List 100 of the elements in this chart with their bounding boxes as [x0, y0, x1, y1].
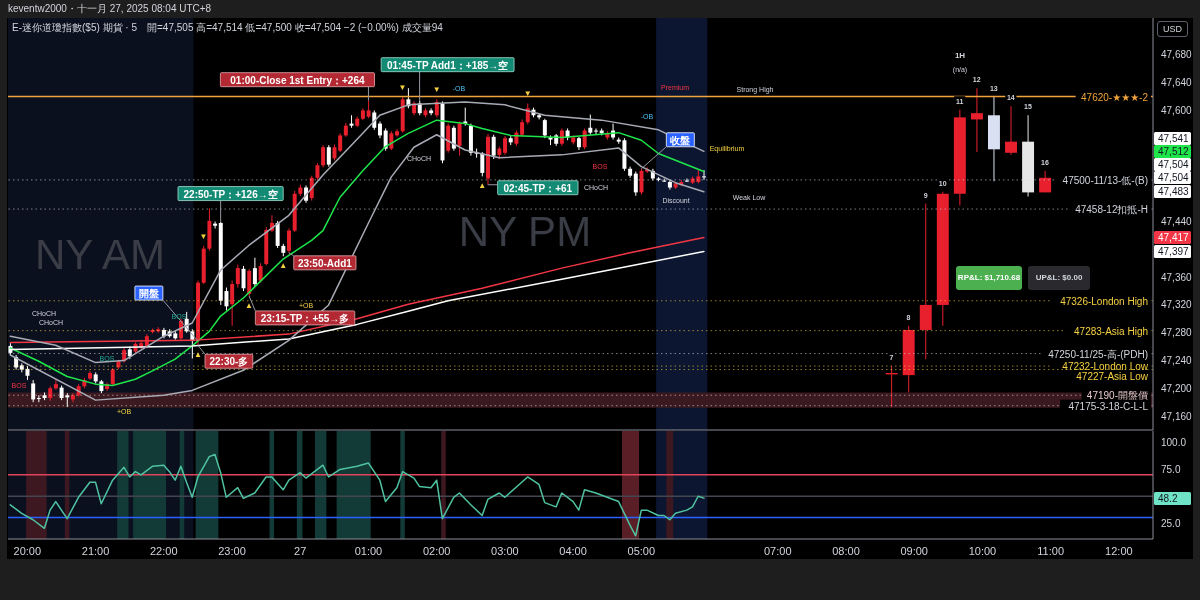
candlestick	[480, 151, 485, 177]
x-tick-label: 05:00	[627, 544, 656, 557]
ref-line-label: 47190-開盤價	[1086, 389, 1148, 401]
candlestick	[1005, 105, 1017, 156]
candlestick	[662, 177, 667, 183]
x-tick-label: 07:00	[764, 544, 792, 557]
candlestick	[429, 107, 434, 116]
candlestick	[287, 228, 291, 254]
y-tick-label: 100.0	[1161, 437, 1187, 449]
candlestick	[582, 127, 587, 150]
x-tick-label: 21:00	[81, 544, 110, 557]
candlestick	[503, 135, 508, 156]
ref-line-label: 47232-London Low	[1062, 360, 1149, 372]
annotation: ▼	[199, 231, 208, 241]
annotation: ▲	[279, 260, 288, 270]
text: 47,541	[1158, 132, 1189, 144]
ref-line-label: 47620-★★★-2	[1081, 91, 1149, 103]
y-tick-label: 47,680	[1161, 49, 1193, 61]
annotation: 01:00-Close 1st Entry：+264	[230, 74, 365, 86]
ref-line-label: 47227-Asia Low	[1076, 370, 1149, 382]
candlestick	[321, 144, 326, 168]
y-tick-label: 25.0	[1161, 517, 1181, 529]
chart-title: E-迷你道瓊指數($5) 期貨 · 5	[12, 22, 138, 33]
ref-line-label: 47283-Asia High	[1074, 325, 1148, 337]
annotation: 23:50-Add1	[297, 257, 353, 269]
annotation: 開盤	[138, 287, 159, 299]
ref-line-label: 47250-11/25-高-(PDH)	[1048, 348, 1148, 360]
text: keventw2000・十一月 27, 2025 08:04 UTC+8	[8, 3, 212, 14]
annotation: 收盤	[670, 134, 691, 146]
y-tick-label: 47,160	[1161, 410, 1193, 422]
annotation: 22:30-多	[209, 355, 249, 367]
x-tick-label: 27	[294, 544, 307, 557]
text: 47,417	[1158, 232, 1189, 244]
candlestick	[258, 262, 263, 284]
candlestick	[970, 87, 983, 153]
candlestick	[53, 379, 58, 391]
ref-line-label: 47175-3-18-C-L-L	[1068, 400, 1149, 412]
annotation: ▲	[478, 180, 487, 190]
y-tick-label: 47,200	[1161, 382, 1193, 394]
x-tick-label: 03:00	[491, 544, 519, 557]
text: USD	[1163, 24, 1183, 34]
annotation: 22:50-TP：+126→空	[183, 188, 278, 200]
annotation: 23:15-TP：+55→多	[260, 312, 350, 324]
annotation: 01:45-TP Add1：+185→空	[386, 59, 509, 71]
x-tick-label: 10:00	[968, 544, 997, 557]
candlestick	[338, 132, 343, 153]
candlestick	[395, 128, 400, 138]
line-series	[9, 453, 705, 537]
candlestick	[702, 169, 707, 181]
candlestick	[70, 392, 75, 403]
text: 47,397	[1158, 246, 1189, 258]
annotation: ▲	[193, 349, 202, 359]
candlestick	[31, 379, 36, 403]
y-tick-label: 75.0	[1161, 464, 1181, 476]
annotation: ▲	[245, 300, 254, 310]
x-tick-label: 23:00	[218, 544, 246, 557]
y-tick-label: 47,440	[1161, 216, 1193, 228]
candlestick	[252, 257, 257, 288]
text: 47,504	[1158, 171, 1189, 183]
candlestick	[213, 221, 218, 230]
annotation: 1H	[954, 50, 966, 60]
y-tick-label: 47,640	[1161, 77, 1193, 89]
y-tick-label: 47,240	[1161, 355, 1193, 367]
candlestick	[491, 134, 496, 160]
x-tick-label: 12:00	[1105, 544, 1133, 557]
text: 47,512	[1158, 145, 1189, 157]
candlestick	[457, 121, 462, 157]
candlestick	[588, 114, 593, 136]
x-tick-label: 20:00	[13, 544, 42, 557]
annotation: UP&L: $0.00	[1035, 272, 1083, 283]
chart-subtitle: 開=47,505 高=47,514 低=47,500 收=47,504 −2 (−0.00%) 成交量94	[147, 22, 443, 33]
candlestick	[451, 125, 456, 152]
text: 47,504	[1158, 158, 1189, 170]
candlestick	[639, 168, 644, 195]
candlestick	[594, 127, 598, 135]
text: 47,483	[1158, 185, 1189, 197]
y-tick-label: 47,360	[1161, 271, 1193, 283]
annotation: 02:45-TP：+61	[503, 182, 573, 194]
annotation: ▼	[523, 88, 532, 98]
y-tick-label: 47,280	[1161, 327, 1193, 339]
annotation: NY PM	[458, 208, 592, 255]
annotation: RP&L: $1,710.68	[957, 272, 1021, 283]
x-tick-label: 09:00	[900, 544, 928, 557]
text: 48.2	[1158, 492, 1178, 504]
y-tick-label: 47,320	[1161, 299, 1193, 311]
candlestick	[235, 264, 240, 289]
candlestick	[684, 177, 689, 183]
candlestick	[633, 171, 638, 197]
annotation: ▼	[398, 82, 407, 92]
candlestick	[247, 268, 252, 297]
x-tick-label: 08:00	[832, 544, 860, 557]
candlestick	[434, 98, 439, 118]
candlestick	[36, 394, 41, 403]
candlestick	[275, 220, 280, 249]
x-tick-label: 02:00	[422, 544, 451, 557]
x-tick-label: 11:00	[1037, 544, 1065, 557]
x-tick-label: 01:00	[354, 544, 383, 557]
y-tick-label: 47,600	[1161, 104, 1193, 116]
x-tick-label: 22:00	[150, 544, 178, 557]
candlestick	[525, 102, 530, 125]
